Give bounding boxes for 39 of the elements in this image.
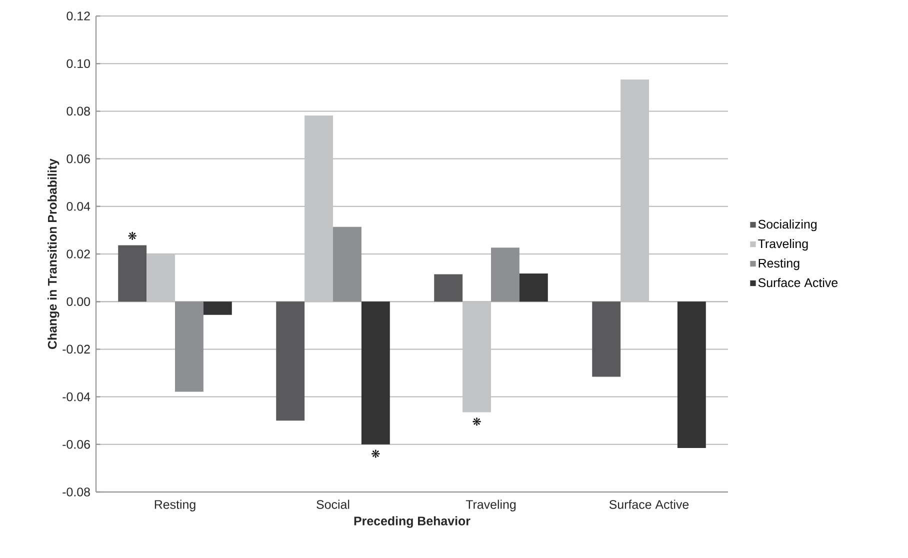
- x-tick-label: Surface Active: [609, 500, 689, 509]
- y-tick-label: 0.00: [66, 297, 90, 306]
- x-tick-label: Traveling: [466, 500, 516, 512]
- x-tick-label: Social: [316, 500, 350, 509]
- y-tick-label: -0.04: [62, 392, 90, 402]
- bar: [203, 302, 232, 315]
- bar: [462, 302, 492, 412]
- bar: [333, 226, 362, 302]
- data-label: ❋: [128, 232, 136, 240]
- bar: [276, 302, 305, 421]
- x-axis-title: Preceding Behavior: [354, 516, 470, 528]
- y-tick-label: 0.10: [66, 59, 90, 68]
- data-label: ❋: [472, 417, 481, 426]
- y-tick-label: -0.08: [62, 488, 90, 496]
- legend-label: Resting: [758, 258, 800, 270]
- legend-label: Surface Active: [758, 278, 838, 288]
- legend-label: Traveling: [758, 238, 808, 251]
- y-tick-label: 0.06: [66, 154, 90, 164]
- bar: [677, 302, 706, 448]
- bar: [175, 302, 204, 392]
- legend-label: Socializing: [758, 220, 817, 232]
- bar: [434, 274, 463, 302]
- bar: [118, 245, 147, 302]
- y-tick-label: -0.06: [62, 440, 90, 449]
- data-label: ❋: [372, 450, 380, 458]
- y-tick-label: 0.02: [66, 250, 90, 258]
- bar: [519, 274, 548, 302]
- bar: [304, 115, 334, 302]
- bar: [592, 302, 621, 377]
- bar: [491, 248, 520, 302]
- bar: [620, 80, 650, 302]
- x-tick-label: Resting: [154, 500, 196, 512]
- y-axis-title: Change in Transition Probability: [48, 158, 60, 349]
- y-tick-label: 0.08: [66, 106, 90, 116]
- bar: [361, 302, 390, 444]
- bar: [146, 254, 175, 302]
- y-tick-label: 0.04: [66, 202, 90, 211]
- y-tick-label: -0.02: [62, 344, 90, 354]
- y-tick-label: 0.12: [66, 12, 90, 20]
